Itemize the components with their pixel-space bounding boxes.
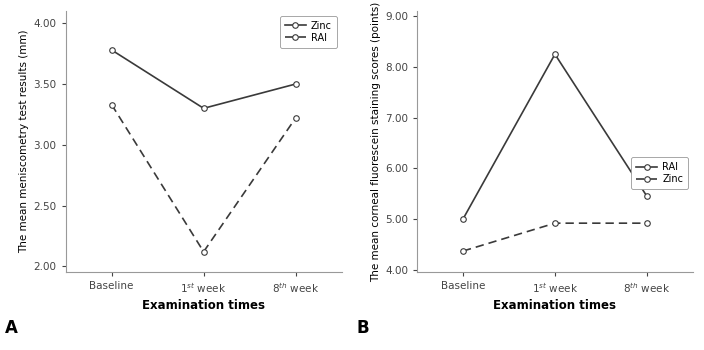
Zinc xyxy=(108,48,116,52)
RAI xyxy=(459,217,467,221)
RAI xyxy=(551,52,559,56)
Y-axis label: The mean meniscometry test results (mm): The mean meniscometry test results (mm) xyxy=(19,30,30,253)
Legend: RAI, Zinc: RAI, Zinc xyxy=(631,157,688,189)
Line: RAI: RAI xyxy=(109,102,298,254)
Zinc xyxy=(291,82,300,86)
RAI xyxy=(291,116,300,120)
Text: B: B xyxy=(356,320,369,337)
Y-axis label: The mean corneal fluorescein staining scores (points): The mean corneal fluorescein staining sc… xyxy=(371,2,381,282)
Line: RAI: RAI xyxy=(460,51,650,222)
Zinc xyxy=(551,221,559,225)
Text: A: A xyxy=(5,320,18,337)
X-axis label: Examination times: Examination times xyxy=(142,299,265,312)
Line: Zinc: Zinc xyxy=(109,47,298,111)
X-axis label: Examination times: Examination times xyxy=(494,299,617,312)
Zinc xyxy=(199,106,208,111)
Line: Zinc: Zinc xyxy=(460,220,650,254)
Zinc xyxy=(459,249,467,253)
RAI xyxy=(108,103,116,107)
Legend: Zinc, RAI: Zinc, RAI xyxy=(279,16,337,48)
Zinc xyxy=(643,221,651,225)
RAI xyxy=(199,250,208,254)
RAI xyxy=(643,194,651,198)
